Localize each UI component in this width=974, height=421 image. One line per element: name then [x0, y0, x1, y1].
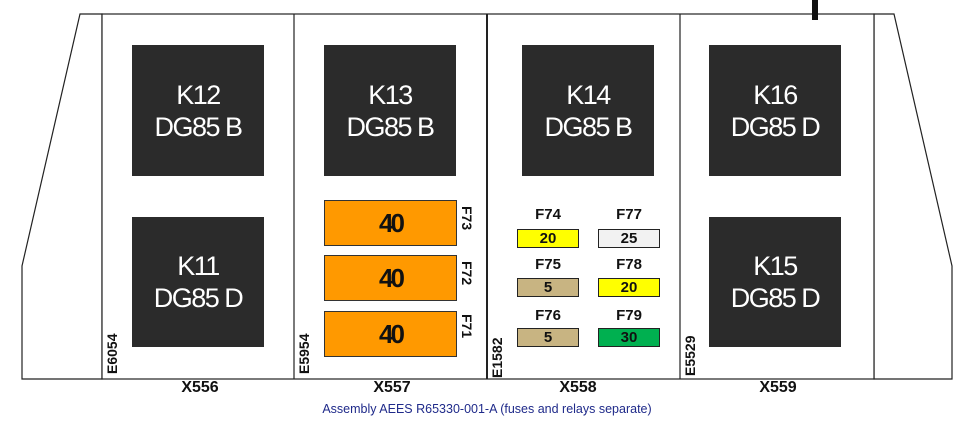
relay-k16-type: DG85 D: [730, 111, 821, 142]
mounting-post: [812, 0, 818, 20]
fuse-f71-label: F71: [459, 314, 475, 339]
relay-k16: K16 DG85 D: [709, 45, 841, 176]
relay-k13-type: DG85 B: [346, 111, 435, 142]
fuse-f75-rating: 5: [543, 279, 553, 296]
fuse-f73: 40: [324, 200, 457, 246]
fuse-f76-rating: 5: [543, 329, 553, 346]
fuse-f73-rating: 40: [379, 207, 405, 238]
connector-x556: X556: [181, 379, 219, 396]
relay-k15-type: DG85 D: [730, 283, 821, 313]
fuse-f79-rating: 30: [620, 329, 638, 346]
fuse-f72-label: F72: [459, 261, 475, 286]
side-label-e5954: E5954: [296, 333, 312, 374]
relay-k13: K13 DG85 B: [324, 45, 456, 176]
relay-k15: K15 DG85 D: [709, 217, 841, 347]
fuse-f78-label: F78: [616, 256, 642, 273]
fuse-f74: 20: [517, 229, 579, 248]
relay-k12-type: DG85 B: [154, 111, 243, 142]
fuse-f74-rating: 20: [539, 230, 557, 247]
fuse-f79: 30: [598, 328, 660, 347]
fuse-f77: 25: [598, 229, 660, 248]
fuse-f76: 5: [517, 328, 579, 347]
side-label-e5529: E5529: [682, 335, 698, 376]
fuse-f75-label: F75: [535, 256, 561, 273]
fuse-f79-label: F79: [616, 307, 642, 324]
relay-k12: K12 DG85 B: [132, 45, 264, 176]
fuse-f78-rating: 20: [620, 279, 638, 296]
side-label-e6054: E6054: [104, 333, 120, 374]
fuse-f71: 40: [324, 311, 457, 357]
fuse-f72: 40: [324, 255, 457, 301]
fuse-f75: 5: [517, 278, 579, 297]
assembly-caption: Assembly AEES R65330-001-A (fuses and re…: [322, 402, 652, 416]
connector-x557: X557: [373, 379, 411, 396]
fuse-f78: 20: [598, 278, 660, 297]
relay-k12-name: K12: [176, 79, 221, 110]
relay-k14-type: DG85 B: [544, 111, 633, 142]
fuse-f74-label: F74: [535, 206, 561, 223]
relay-k11-type: DG85 D: [153, 283, 244, 313]
connector-x559: X559: [759, 379, 797, 396]
relay-k11-name: K11: [177, 251, 220, 281]
fuse-f72-rating: 40: [379, 262, 405, 293]
relay-k11: K11 DG85 D: [132, 217, 264, 347]
fuse-f77-label: F77: [616, 206, 642, 223]
relay-k15-name: K15: [753, 251, 798, 281]
relay-k14: K14 DG85 B: [522, 45, 654, 176]
relay-k16-name: K16: [753, 79, 798, 110]
relay-k14-name: K14: [566, 79, 611, 110]
fuse-f76-label: F76: [535, 307, 561, 324]
fuse-f73-label: F73: [459, 206, 475, 231]
fuse-f77-rating: 25: [620, 230, 638, 247]
side-label-e1582: E1582: [489, 337, 505, 378]
relay-k13-name: K13: [368, 79, 413, 110]
connector-x558: X558: [559, 379, 597, 396]
fuse-f71-rating: 40: [379, 318, 405, 349]
